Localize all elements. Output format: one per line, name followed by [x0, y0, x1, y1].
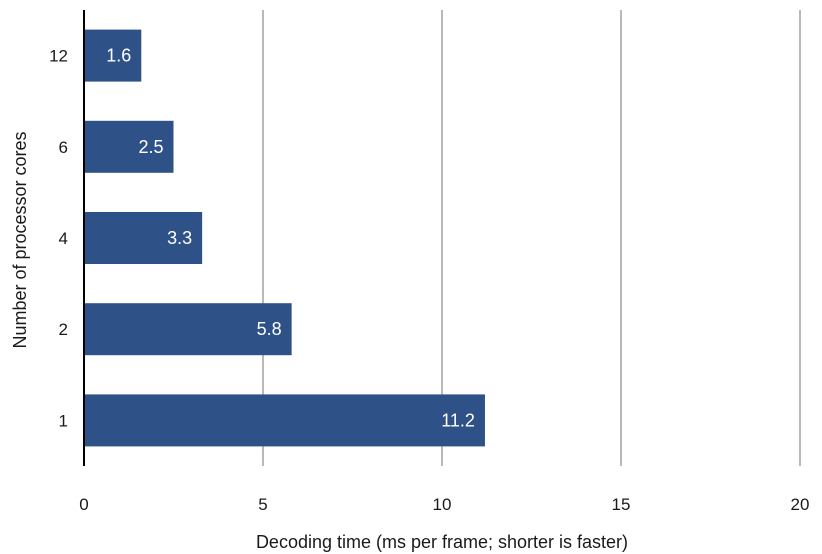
y-tick-labels: 12 6 4 2 1 — [49, 47, 68, 431]
y-tick-label-4: 4 — [59, 229, 68, 248]
data-label-1: 11.2 — [441, 410, 475, 430]
y-axis-title: Number of processor cores — [10, 131, 30, 348]
y-tick-label-6: 6 — [59, 138, 68, 157]
bar-12 — [84, 29, 142, 82]
y-tick-label-12: 12 — [49, 47, 68, 66]
bar-6 — [84, 120, 174, 173]
x-tick-label: 0 — [79, 495, 88, 514]
grid-lines — [262, 10, 801, 466]
data-label-6: 2.5 — [138, 137, 163, 157]
data-label-2: 5.8 — [257, 319, 282, 339]
data-labels: 1.6 2.5 3.3 5.8 11.2 — [106, 46, 475, 431]
x-axis-title: Decoding time (ms per frame; shorter is … — [256, 532, 628, 552]
data-label-4: 3.3 — [167, 228, 192, 248]
x-tick-label: 15 — [612, 495, 631, 514]
x-tick-labels: 0 5 10 15 20 — [79, 495, 809, 514]
x-tick-label: 10 — [433, 495, 452, 514]
bars — [84, 29, 485, 447]
bar-2 — [84, 303, 292, 356]
x-tick-label: 20 — [791, 495, 810, 514]
y-tick-label-1: 1 — [59, 411, 68, 430]
bar-1 — [84, 394, 485, 447]
x-tick-label: 5 — [258, 495, 267, 514]
y-tick-label-2: 2 — [59, 320, 68, 339]
bar-4 — [84, 212, 203, 264]
data-label-12: 1.6 — [106, 46, 131, 66]
